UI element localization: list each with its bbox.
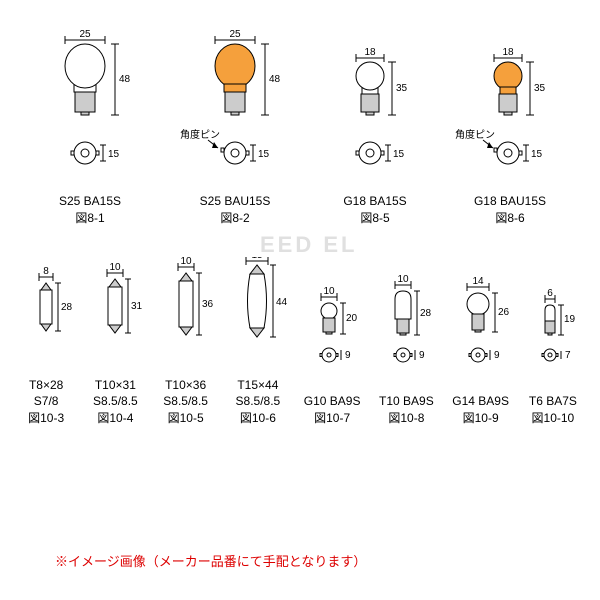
svg-text:35: 35 [396,83,408,94]
svg-text:10: 10 [324,286,336,297]
bulb-t10x36: 10 36 T10×36S8.5/8.5図10-5 [157,257,215,427]
row-2: 8 28 T8×28S7/8図10-3 10 31 T10×31S8.5/8.5… [0,227,600,427]
footer-note: ※イメージ画像（メーカー品番にて手配となります） [55,551,366,570]
svg-text:18: 18 [502,47,514,58]
svg-text:9: 9 [494,350,500,361]
svg-text:15: 15 [393,149,405,160]
svg-text:角度ピン: 角度ピン [455,128,495,141]
svg-text:20: 20 [346,313,358,324]
bulb-g18-bau15s: 18 35 角度ピン 15 G18 BAU15S図8-6 [450,28,570,227]
svg-text:18: 18 [364,47,376,58]
svg-text:48: 48 [119,74,131,85]
bulb-t10-ba9s: 10 28 9 T10 BA9S図10-8 [375,273,437,427]
row-1: 25 48 15 S25 BA15S図8-1 [0,0,600,227]
svg-text:25: 25 [79,29,91,40]
svg-text:28: 28 [420,308,432,319]
svg-text:15: 15 [251,257,263,261]
bulb-svg: 25 48 15 [30,28,150,193]
svg-text:25: 25 [229,29,241,40]
svg-text:角度ピン: 角度ピン [180,128,220,141]
bulb-t10x31: 10 31 T10×31S8.5/8.5図10-4 [86,257,144,427]
bulb-t15x44: 15 44 T15×44S8.5/8.5図10-6 [227,257,289,427]
bulb-label: S25 BA15S図8-1 [59,193,121,227]
bulb-t6-ba7s: 6 19 7 T6 BA7S図10-10 [524,273,582,427]
svg-text:6: 6 [547,288,553,299]
svg-text:44: 44 [276,297,288,308]
svg-text:9: 9 [345,350,351,361]
bulb-g10-ba9s: 10 20 9 G10 BA9S図10-7 [301,273,363,427]
bulb-t8x28: 8 28 T8×28S7/8図10-3 [18,257,74,427]
svg-text:15: 15 [531,149,543,160]
svg-text:36: 36 [202,299,214,310]
svg-text:10: 10 [180,257,192,267]
bulb-s25-ba15s: 25 48 15 S25 BA15S図8-1 [30,28,150,227]
bulb-s25-bau15s: 25 48 角度ピン 15 S25 BAU15S図8-2 [170,28,300,227]
bulb-g14-ba9s: 14 26 9 G14 BA9S図10-9 [450,273,512,427]
svg-text:15: 15 [108,149,120,160]
svg-text:8: 8 [43,266,49,277]
svg-text:10: 10 [110,262,122,273]
svg-text:7: 7 [565,350,571,361]
bulb-g18-ba15s: 18 35 15 G18 BA15S図8-5 [320,28,430,227]
svg-text:9: 9 [419,350,425,361]
svg-text:15: 15 [258,149,270,160]
svg-text:48: 48 [269,74,281,85]
svg-text:28: 28 [61,302,73,313]
svg-text:14: 14 [472,276,484,287]
svg-text:10: 10 [398,274,410,285]
svg-text:35: 35 [534,83,546,94]
svg-text:19: 19 [564,314,576,325]
svg-text:31: 31 [131,301,143,312]
svg-text:26: 26 [498,307,510,318]
